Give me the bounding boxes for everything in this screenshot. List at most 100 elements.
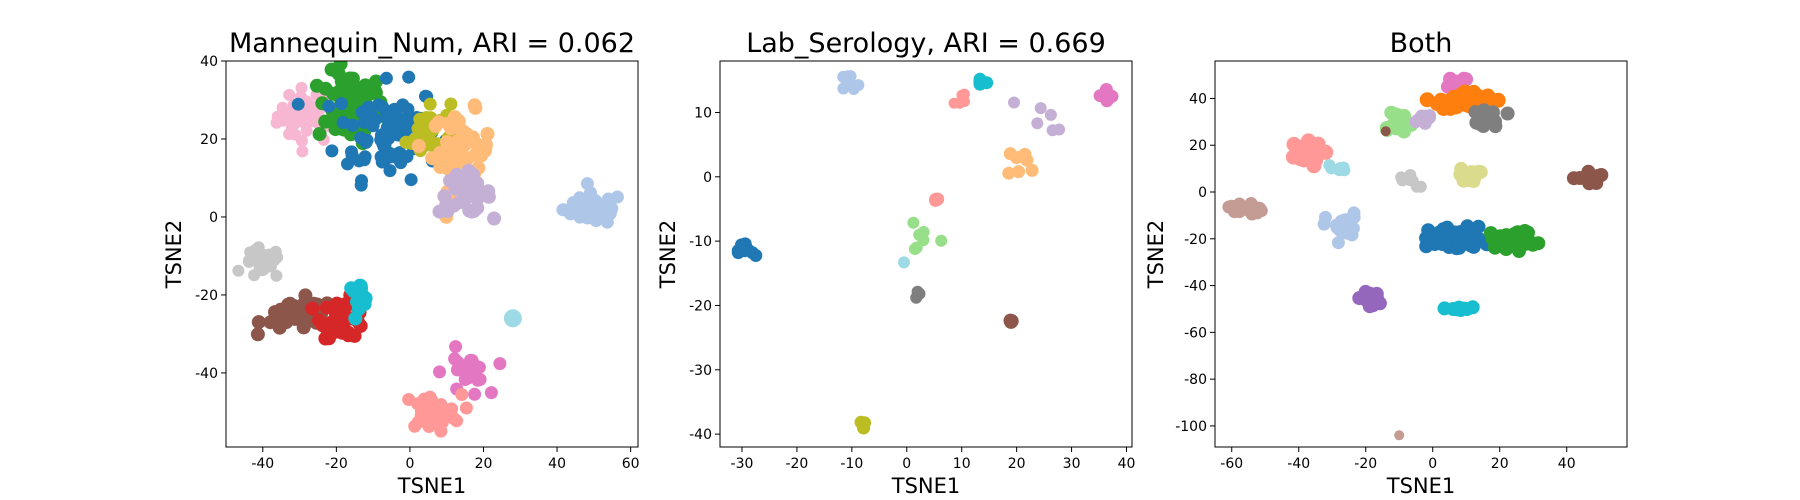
scatter-point bbox=[1476, 119, 1491, 133]
points-group bbox=[731, 70, 1119, 435]
scatter-point bbox=[1436, 101, 1451, 116]
scatter-point bbox=[276, 101, 289, 114]
y-tick-label: 10 bbox=[694, 105, 712, 121]
y-tick-label: -30 bbox=[689, 363, 712, 379]
scatter-point bbox=[305, 301, 320, 316]
axes-frame bbox=[719, 60, 1133, 448]
scatter-point bbox=[1452, 233, 1467, 248]
y-tick-label: -40 bbox=[195, 366, 218, 382]
x-tick-label: -40 bbox=[1287, 456, 1310, 472]
scatter-point bbox=[459, 401, 473, 415]
points-group bbox=[232, 61, 624, 438]
scatter-point bbox=[368, 84, 383, 99]
scatter-point bbox=[444, 407, 458, 421]
scatter-point bbox=[480, 127, 495, 141]
scatter-point bbox=[1100, 94, 1114, 108]
scatter-point bbox=[1483, 226, 1498, 241]
scatter-point bbox=[285, 120, 298, 133]
x-tick-label: 60 bbox=[622, 456, 640, 472]
scatter-point bbox=[973, 73, 987, 87]
scatter-point bbox=[1334, 214, 1348, 228]
x-tick-label: 0 bbox=[902, 456, 911, 472]
scatter-point bbox=[328, 304, 343, 319]
scatter-point bbox=[1044, 108, 1057, 121]
chart-title: Lab_Serology, ARI = 0.669 bbox=[746, 28, 1106, 59]
scatter-point bbox=[425, 393, 439, 407]
scatter-point bbox=[291, 97, 305, 111]
x-tick-label: 30 bbox=[1063, 456, 1081, 472]
x-tick-label: -20 bbox=[325, 456, 348, 472]
y-axis-label: TSNE2 bbox=[656, 220, 680, 290]
scatter-point bbox=[1003, 147, 1017, 161]
y-tick-label: 20 bbox=[200, 132, 218, 148]
scatter-point bbox=[1099, 83, 1113, 96]
scatter-point bbox=[584, 186, 597, 200]
x-tick-label: 20 bbox=[475, 456, 493, 472]
scatter-point bbox=[366, 110, 379, 124]
y-tick-label: -10 bbox=[689, 234, 712, 250]
scatter-point bbox=[354, 178, 368, 192]
scatter-point bbox=[1333, 164, 1346, 177]
scatter-point bbox=[842, 74, 855, 87]
scatter-point bbox=[1468, 105, 1483, 120]
scatter-point bbox=[610, 190, 624, 204]
scatter-point bbox=[299, 312, 313, 327]
scatter-point bbox=[249, 243, 262, 256]
x-tick-label: 40 bbox=[1118, 456, 1136, 472]
scatter-point bbox=[251, 315, 266, 330]
axes-frame bbox=[1214, 60, 1628, 448]
scatter-point bbox=[389, 106, 403, 120]
scatter-point bbox=[359, 135, 373, 149]
scatter-point bbox=[258, 248, 271, 261]
y-tick-label: -20 bbox=[195, 288, 218, 304]
scatter-point bbox=[1318, 210, 1332, 224]
x-axis-label: TSNE1 bbox=[397, 474, 467, 498]
chart-title: Mannequin_Num, ARI = 0.062 bbox=[229, 28, 635, 59]
scatter-point bbox=[503, 309, 522, 328]
scatter-point bbox=[898, 256, 910, 269]
axes-frame bbox=[225, 60, 639, 448]
scatter-point bbox=[296, 145, 309, 158]
y-tick-label: -40 bbox=[689, 427, 712, 443]
scatter-point bbox=[322, 99, 336, 113]
scatter-point bbox=[411, 397, 424, 411]
y-tick-label: 0 bbox=[703, 170, 712, 186]
scatter-point bbox=[346, 118, 360, 132]
x-tick-label: -20 bbox=[1354, 456, 1377, 472]
scatter-point bbox=[232, 264, 245, 277]
scatter-point bbox=[335, 97, 348, 111]
scatter-point bbox=[959, 96, 971, 107]
scatter-point bbox=[428, 118, 443, 133]
scatter-point bbox=[1414, 180, 1427, 193]
scatter-point bbox=[929, 192, 943, 206]
scatter-point bbox=[269, 245, 282, 258]
scatter-point bbox=[321, 324, 335, 339]
scatter-point bbox=[1387, 116, 1401, 131]
scatter-point bbox=[440, 135, 454, 150]
scatter-point bbox=[1523, 235, 1538, 249]
chart-title: Both bbox=[1390, 28, 1453, 59]
scatter-point bbox=[1318, 144, 1334, 160]
scatter-point bbox=[419, 111, 433, 125]
scatter-point bbox=[453, 179, 468, 194]
y-tick-label: -20 bbox=[689, 298, 712, 314]
scatter-point bbox=[346, 284, 361, 299]
scatter-point bbox=[268, 305, 282, 320]
scatter-point bbox=[1486, 105, 1500, 120]
scatter-point bbox=[484, 386, 498, 400]
scatter-point bbox=[441, 116, 456, 131]
scatter-point bbox=[383, 164, 397, 178]
scatter-point bbox=[1566, 171, 1581, 186]
scatter-point bbox=[1008, 96, 1020, 109]
scatter-point bbox=[434, 424, 448, 438]
scatter-point bbox=[917, 234, 930, 247]
scatter-point bbox=[375, 155, 389, 169]
scatter-point bbox=[1500, 106, 1515, 121]
y-tick-label: -20 bbox=[1184, 232, 1207, 248]
scatter-point bbox=[1394, 430, 1405, 441]
scatter-point bbox=[468, 387, 482, 401]
y-axis-label: TSNE2 bbox=[1144, 220, 1168, 290]
scatter-point bbox=[1020, 153, 1034, 167]
scatter-point bbox=[935, 234, 948, 247]
scatter-point bbox=[1395, 171, 1408, 184]
